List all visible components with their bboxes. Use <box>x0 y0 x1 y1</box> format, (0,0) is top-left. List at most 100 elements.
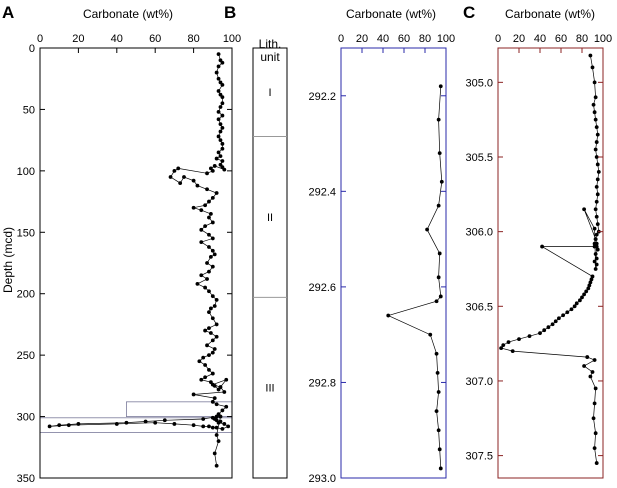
panel-a-data-point <box>210 415 215 420</box>
panel-a-data-point <box>207 199 211 204</box>
panel-a-data-point <box>172 168 177 173</box>
panel-a-data-point <box>199 208 204 213</box>
panel-a-x-tick-label: 0 <box>37 33 43 45</box>
panel-b-data-point <box>436 428 441 433</box>
panel-label-b: B <box>224 3 236 22</box>
panel-a-data-point <box>216 117 221 122</box>
panel-c-data-point <box>588 53 593 58</box>
panel-a-data-point <box>210 264 215 269</box>
panel-a-data-point <box>214 70 219 75</box>
panel-c-data-point <box>592 226 597 231</box>
panel-b-x-tick-label: 100 <box>437 33 455 45</box>
panel-c-y-tick-label: 305.5 <box>465 152 493 164</box>
panel-a-data-point <box>222 167 227 172</box>
panel-b-data-point <box>438 466 443 471</box>
panel-a-x-tick-label: 40 <box>111 33 123 45</box>
panel-a-data-point <box>212 451 217 456</box>
panel-c-x-tick-label: 60 <box>555 33 567 45</box>
lith-header-line1: Lith. <box>259 37 282 51</box>
panel-c-data-point <box>590 370 595 374</box>
panel-b-data-point <box>428 332 433 337</box>
panel-b-y-tick-label: 292.8 <box>308 377 336 389</box>
panel-a-data-point <box>214 463 219 468</box>
panel-a-data-point <box>205 171 209 176</box>
panel-a-data-point <box>210 168 215 173</box>
panel-a-data-point <box>208 254 213 259</box>
panel-b-x-tick-label: 60 <box>398 33 410 45</box>
panel-a-data-point <box>210 399 215 404</box>
panel-a-data-point <box>210 350 215 355</box>
panel-a-data-point <box>199 377 204 382</box>
panel-a-data-point <box>191 392 196 397</box>
panel-a-data-point <box>220 159 225 163</box>
panel-c-data-point <box>595 222 600 227</box>
panel-c-data-point <box>582 364 586 368</box>
panel-a-data-point <box>57 423 62 428</box>
panel-a-x-tick-label: 60 <box>149 33 161 45</box>
panel-b-data-point <box>434 299 439 304</box>
panel-a-data-point <box>212 304 217 308</box>
panel-c-data-point <box>572 304 577 309</box>
panel-a-data-point <box>203 375 208 380</box>
panel-label-c: C <box>463 3 475 22</box>
panel-a-data-point <box>216 109 221 114</box>
panel-a-data-point <box>207 326 211 331</box>
panel-a-data-point <box>218 154 223 159</box>
panel-a-data-point <box>220 101 225 106</box>
panel-b-x-tick-label: 80 <box>419 33 431 45</box>
panel-a-data-point <box>218 385 223 389</box>
panel-c-data-point <box>542 328 547 333</box>
panel-a-data-point <box>212 347 217 351</box>
chart-panel-a: Carbonate (wt%) Depth (mcd) 0 20 40 60 80 100… <box>1 7 241 485</box>
panel-c-data-point <box>595 162 600 167</box>
panel-a-data-point <box>222 390 227 394</box>
panel-c-data-point <box>582 207 586 212</box>
panel-a-x-tick-label: 20 <box>72 33 84 45</box>
panel-a-data-point <box>162 418 167 423</box>
panel-a-data-point <box>220 95 225 100</box>
panel-b-data-point <box>437 151 442 156</box>
panel-a-y-tick-label: 200 <box>17 289 35 301</box>
panel-a-data-point <box>214 334 219 339</box>
panel-a-data-point <box>210 316 215 321</box>
panel-a-data-point <box>182 175 186 179</box>
panel-a-data-point <box>207 424 211 429</box>
panel-c-data-point <box>595 177 600 182</box>
panel-c-data-point <box>578 298 582 303</box>
panel-b-data-point <box>436 275 441 280</box>
panel-a-data-point <box>201 417 206 421</box>
panel-c-data-point <box>594 199 599 204</box>
panel-a-data-point <box>214 322 219 327</box>
panel-c-data-point <box>584 289 589 294</box>
panel-a-data-point <box>212 164 217 168</box>
panel-a-data-point <box>199 273 204 278</box>
panel-c-data-point <box>593 147 598 152</box>
panel-a-data-point <box>218 419 223 424</box>
panel-c-x-tick-label: 100 <box>594 33 612 45</box>
panel-a-y-tick-label: 350 <box>17 473 35 485</box>
chart-panel-b: Carbonate (wt%) 0 20 40 60 80 100 292.2 292.4 29… <box>308 7 455 485</box>
panel-a-data-point <box>210 294 215 299</box>
panel-a-data-point <box>216 76 221 81</box>
panel-b-data-point <box>386 313 391 318</box>
panel-a-data-point <box>197 359 202 364</box>
panel-a-ylabel: Depth (mcd) <box>1 227 15 293</box>
panel-c-data-point <box>561 313 565 318</box>
panel-c-data-point <box>594 241 599 246</box>
panel-a-data-point <box>214 425 219 430</box>
panel-a-data-point <box>199 240 204 245</box>
panel-b-data-point <box>425 227 429 232</box>
panel-c-frame <box>497 47 604 479</box>
panel-c-data-point <box>546 325 551 330</box>
panel-a-data-point <box>210 220 215 225</box>
panel-b-data-point <box>436 117 441 122</box>
panel-c-data-point <box>589 277 594 282</box>
panel-a-data-point <box>220 426 225 431</box>
panel-c-data-point <box>594 262 599 267</box>
panel-b-data-point <box>436 203 441 208</box>
lith-column-frame <box>252 47 288 479</box>
panel-c-data-point <box>594 256 599 261</box>
panel-a-data-point <box>191 423 196 428</box>
